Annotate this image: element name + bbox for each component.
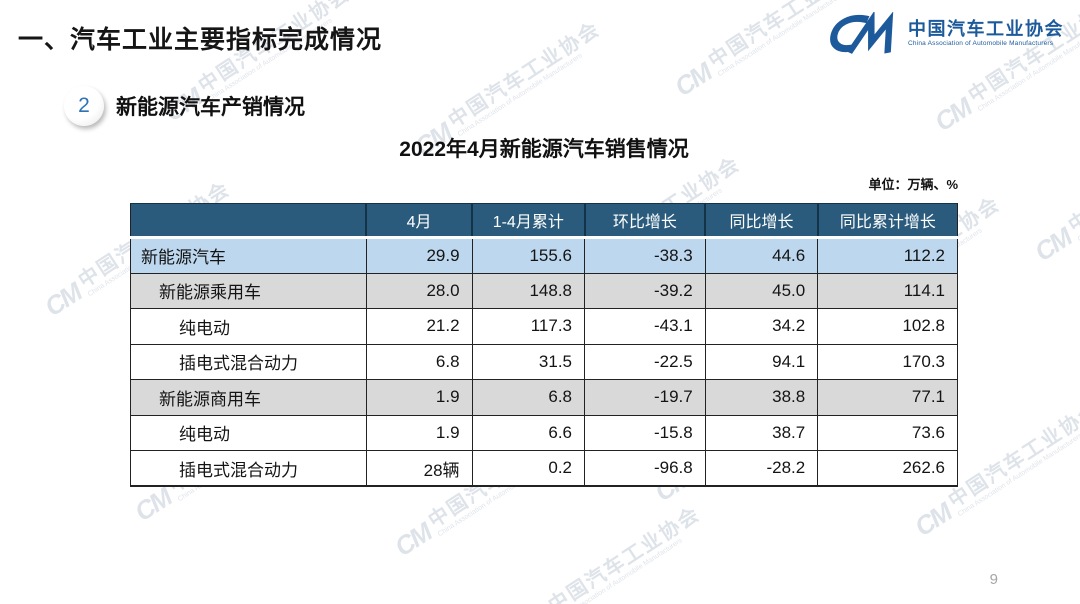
cell-value: 262.6 [817,450,958,487]
page-number: 9 [989,571,998,588]
cell-value: 1.9 [365,379,473,415]
cell-value: 34.2 [704,308,818,344]
table-row: 纯电动 21.2 117.3 -43.1 34.2 102.8 [130,308,958,344]
cell-value: -96.8 [584,450,706,487]
cell-value: 38.8 [704,379,818,415]
row-label: 纯电动 [130,414,367,451]
cell-value: 114.1 [817,272,958,309]
watermark-text-cn: 中国汽车工业协会 [1064,123,1080,238]
column-header: 1-4月累计 [471,203,585,239]
watermark-logo-icon: CM [39,277,87,323]
table-row: 新能源汽车 29.9 155.6 -38.3 44.6 112.2 [130,237,958,273]
column-header: 4月 [365,203,473,239]
cell-value: 28.0 [365,272,473,309]
cell-value: 77.1 [817,379,958,415]
cell-value: -15.8 [584,414,706,451]
table-title: 2022年4月新能源汽车销售情况 [399,138,689,161]
table-row: 新能源商用车 1.9 6.8 -19.7 38.8 77.1 [130,379,958,415]
cell-value: 45.0 [704,272,818,309]
row-label: 新能源汽车 [130,237,367,273]
table-body: 新能源汽车 29.9 155.6 -38.3 44.6 112.2 新能源乘用车 28.0 14… [130,237,958,487]
cell-value: 0.2 [471,450,585,487]
watermark-logo-icon: CM [929,92,977,138]
cell-value: 6.8 [365,343,473,380]
watermark-logo-icon: CM [1029,222,1077,268]
watermark-logo-icon: CM [129,482,177,528]
row-label: 新能源商用车 [130,379,367,415]
unit-note: 单位：万辆、% [868,177,958,192]
cell-value: 29.9 [365,237,473,273]
column-header: 同比增长 [704,203,818,239]
section-heading: 2 新能源汽车产销情况 [64,86,305,126]
cell-value: 38.7 [704,414,818,451]
section-label: 新能源汽车产销情况 [116,96,305,119]
cell-value: 44.6 [704,237,818,273]
cell-value: 112.2 [817,237,958,273]
row-label: 插电式混合动力 [130,450,367,487]
watermark-text-en: China Association of Automobile Manufact… [456,52,584,139]
page-title: 一、汽车工业主要指标完成情况 [18,26,383,54]
cell-value: 73.6 [817,414,958,451]
row-label: 纯电动 [130,308,367,344]
table-row: 新能源乘用车 28.0 148.8 -39.2 45.0 114.1 [130,272,958,309]
cell-value: 170.3 [817,343,958,380]
logo-name-cn: 中国汽车工业协会 [908,18,1064,39]
cell-value: -43.1 [584,308,706,344]
cell-value: 102.8 [817,308,958,344]
caam-logo-icon [830,12,894,54]
cell-value: -38.3 [584,237,706,273]
watermark-logo-icon: CM [389,517,437,563]
watermark-text-en: China Association of Automobile Manufact… [556,537,684,604]
cell-value: 31.5 [471,343,585,380]
table-row: 插电式混合动力 6.8 31.5 -22.5 94.1 170.3 [130,343,958,380]
column-header: 同比累计增长 [816,203,958,239]
table-wrap: 4月 1-4月累计 环比增长 同比增长 同比累计增长 新能源汽车 29.9 155.6 -38… [130,203,958,487]
sales-table: 4月 1-4月累计 环比增长 同比增长 同比累计增长 新能源汽车 29.9 155.6 -38… [130,203,958,487]
cell-value: 94.1 [704,343,818,380]
cell-value: -22.5 [584,343,706,380]
cell-value: 1.9 [365,414,473,451]
row-label: 新能源乘用车 [130,272,367,309]
cell-value: 28辆 [365,450,473,487]
column-header [130,203,367,239]
watermark-text-cn: 中国汽车工业协会 [544,503,705,604]
cell-value: 117.3 [471,308,585,344]
watermark-logo-icon: CM [669,57,717,103]
watermark-logo-icon: CM [909,497,957,543]
cell-value: 6.8 [471,379,585,415]
cell-value: -19.7 [584,379,706,415]
table-row: 纯电动 1.9 6.6 -15.8 38.7 73.6 [130,414,958,451]
cell-value: 21.2 [365,308,473,344]
table-row: 插电式混合动力 28辆 0.2 -96.8 -28.2 262.6 [130,450,958,487]
logo-name-en: China Association of Automobile Manufact… [908,40,1054,48]
watermark-text-cn: 中国汽车工业协会 [944,398,1080,513]
section-number-badge: 2 [64,86,104,126]
logo: 中国汽车工业协会 China Association of Automobile… [830,12,1064,54]
cell-value: 148.8 [471,272,585,309]
cell-value: -28.2 [704,450,818,487]
cell-value: -39.2 [584,272,706,309]
cell-value: 6.6 [471,414,585,451]
watermark-text-cn: 中国汽车工业协会 [444,18,605,133]
row-label: 插电式混合动力 [130,343,367,380]
watermark-text-en: China Association of Automobile Manufact… [956,432,1080,519]
cell-value: 155.6 [471,237,585,273]
column-header: 环比增长 [583,203,706,239]
table-header: 4月 1-4月累计 环比增长 同比增长 同比累计增长 [130,203,958,239]
